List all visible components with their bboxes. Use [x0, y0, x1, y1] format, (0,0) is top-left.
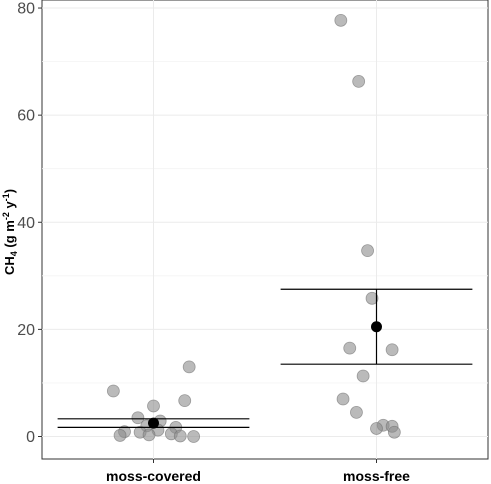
data-point: [387, 425, 401, 439]
data-point: [356, 369, 370, 383]
x-tick-label: moss-covered: [106, 468, 201, 484]
data-point: [361, 244, 374, 258]
data-point: [350, 406, 363, 419]
data-point: [182, 360, 196, 374]
data-point: [142, 428, 156, 442]
data-point: [131, 411, 145, 425]
y-tick-label: 20: [17, 322, 35, 339]
data-point: [187, 430, 201, 443]
plot-panel: [41, 0, 489, 460]
data-point: [147, 399, 160, 413]
mean-point: [148, 417, 159, 429]
data-point: [334, 13, 348, 27]
grid: [42, 0, 488, 459]
y-tick-label: 0: [26, 429, 35, 446]
mean-point: [371, 321, 382, 333]
data-point: [352, 75, 366, 88]
data-point: [370, 422, 383, 435]
data-points: [106, 13, 401, 443]
y-axis: 0 20 40 60 80: [17, 1, 42, 446]
data-point: [365, 291, 379, 305]
data-point: [336, 392, 350, 406]
data-point: [173, 429, 187, 443]
error-bars: [57, 288, 473, 429]
x-tick-label: moss-free: [343, 468, 410, 484]
y-axis-title: CH4 (g m-2 y-1): [1, 189, 19, 275]
data-point: [113, 429, 127, 442]
data-point: [385, 343, 399, 357]
data-point: [178, 394, 192, 408]
data-point: [106, 384, 120, 398]
y-tick-label: 80: [17, 1, 35, 18]
y-tick-label: 40: [17, 215, 35, 232]
data-point: [343, 341, 357, 355]
x-axis: moss-covered moss-free: [106, 459, 410, 484]
y-tick-label: 60: [17, 108, 35, 125]
